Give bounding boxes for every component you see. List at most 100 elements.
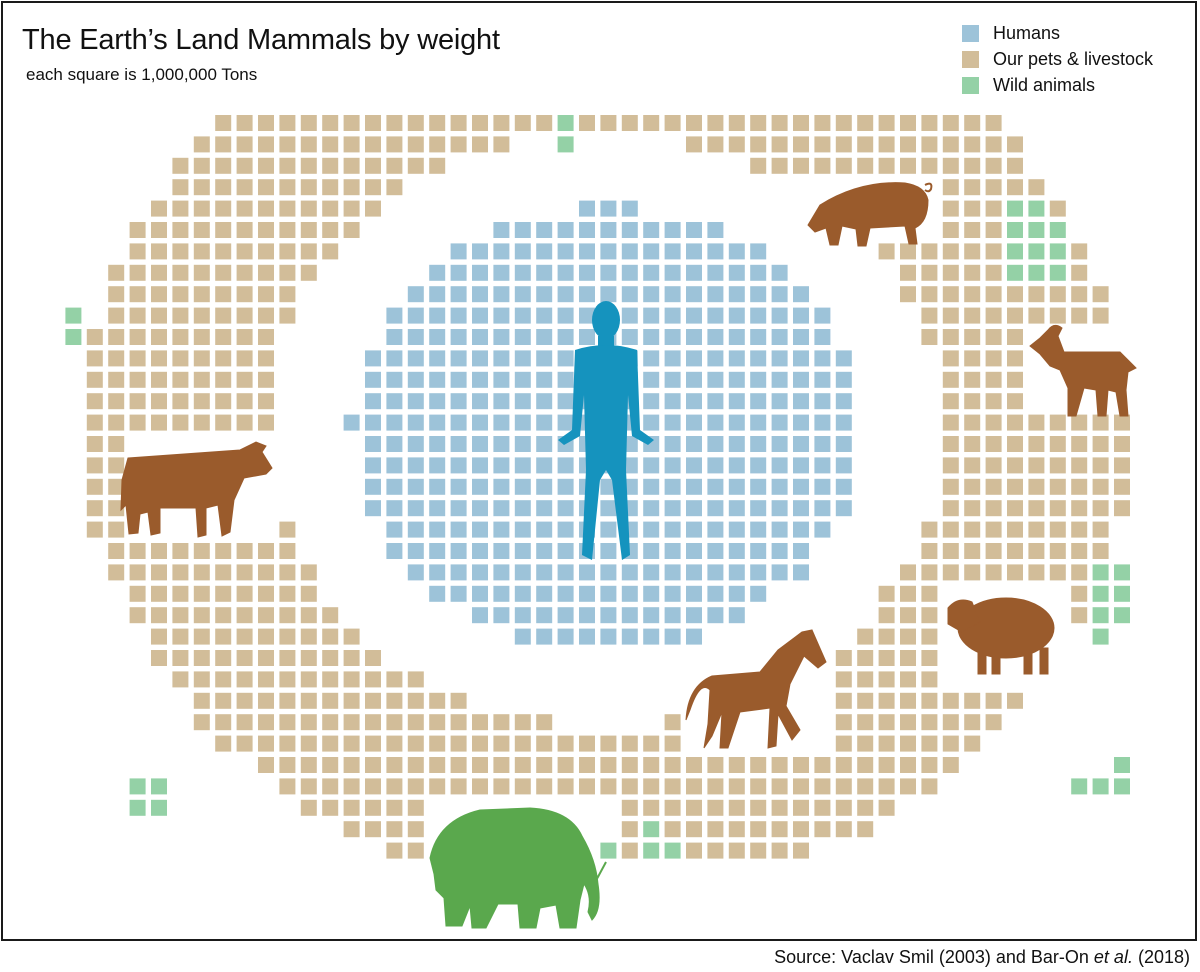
humans-square	[493, 414, 510, 431]
livestock-square	[215, 414, 232, 431]
humans-square	[386, 478, 403, 495]
livestock-square	[1092, 286, 1109, 303]
livestock-square	[343, 799, 360, 816]
livestock-square	[686, 757, 702, 773]
livestock-square	[1007, 157, 1023, 174]
livestock-square	[215, 286, 232, 303]
livestock-square	[921, 607, 938, 624]
livestock-square	[857, 157, 874, 174]
humans-square	[793, 521, 809, 538]
legend-item-humans: Humans	[962, 20, 1153, 46]
humans-square	[493, 585, 510, 602]
humans-square	[750, 414, 767, 431]
livestock-square	[536, 714, 553, 731]
livestock-square	[300, 243, 317, 260]
livestock-square	[300, 115, 317, 131]
livestock-square	[322, 692, 339, 709]
livestock-square	[600, 778, 617, 795]
livestock-square	[215, 543, 232, 559]
livestock-square	[921, 778, 938, 795]
humans-square	[514, 585, 531, 602]
humans-square	[621, 222, 638, 238]
livestock-square	[407, 735, 424, 752]
livestock-square	[985, 200, 1002, 217]
livestock-square	[108, 264, 125, 281]
livestock-square	[343, 628, 360, 645]
livestock-square	[151, 200, 167, 217]
humans-square	[407, 521, 424, 538]
humans-square	[793, 414, 809, 431]
livestock-square	[407, 778, 424, 795]
livestock-square	[1007, 500, 1023, 517]
livestock-square	[942, 714, 959, 731]
humans-square	[557, 264, 574, 281]
humans-square	[707, 543, 724, 559]
livestock-square	[258, 136, 274, 153]
humans-square	[664, 436, 681, 452]
wild-square	[1007, 264, 1023, 281]
humans-square	[600, 564, 617, 581]
humans-square	[728, 543, 745, 559]
livestock-square	[450, 136, 467, 153]
livestock-square	[814, 136, 831, 153]
livestock-square	[1028, 543, 1045, 559]
livestock-square	[964, 500, 981, 517]
wild-square	[1092, 628, 1109, 645]
humans-square	[686, 564, 702, 581]
livestock-square	[151, 628, 167, 645]
livestock-square	[322, 200, 339, 217]
livestock-square	[108, 350, 125, 367]
livestock-square	[193, 200, 210, 217]
livestock-square	[686, 778, 702, 795]
livestock-square	[215, 307, 232, 324]
livestock-square	[835, 692, 852, 709]
humans-square	[472, 350, 488, 367]
livestock-square	[215, 585, 232, 602]
livestock-square	[964, 136, 981, 153]
livestock-square	[151, 307, 167, 324]
livestock-square	[322, 650, 339, 666]
livestock-square	[857, 136, 874, 153]
livestock-square	[365, 714, 381, 731]
humans-square	[536, 393, 553, 410]
livestock-square	[172, 243, 189, 260]
livestock-square	[236, 564, 253, 581]
livestock-square	[343, 222, 360, 238]
waffle-cells	[65, 115, 1130, 859]
livestock-square	[258, 585, 274, 602]
livestock-square	[365, 200, 381, 217]
livestock-square	[921, 714, 938, 731]
humans-square	[514, 543, 531, 559]
livestock-square	[236, 286, 253, 303]
livestock-square	[1092, 436, 1109, 452]
humans-square	[728, 286, 745, 303]
livestock-square	[236, 307, 253, 324]
humans-square	[686, 371, 702, 388]
humans-square	[407, 543, 424, 559]
humans-square	[750, 393, 767, 410]
livestock-square	[279, 543, 296, 559]
livestock-square	[172, 264, 189, 281]
humans-square	[750, 350, 767, 367]
humans-square	[536, 500, 553, 517]
humans-square	[814, 307, 831, 324]
livestock-square	[193, 650, 210, 666]
humans-square	[557, 350, 574, 367]
livestock-square	[985, 521, 1002, 538]
livestock-square	[450, 757, 467, 773]
livestock-square	[108, 414, 125, 431]
livestock-square	[750, 821, 767, 838]
humans-square	[472, 564, 488, 581]
humans-square	[707, 521, 724, 538]
livestock-square	[857, 799, 874, 816]
livestock-square	[343, 692, 360, 709]
livestock-square	[793, 799, 809, 816]
livestock-square	[1114, 500, 1130, 517]
livestock-square	[429, 692, 446, 709]
livestock-square	[857, 650, 874, 666]
livestock-square	[86, 436, 103, 452]
humans-square	[664, 628, 681, 645]
livestock-square	[985, 157, 1002, 174]
humans-square	[407, 371, 424, 388]
livestock-square	[1007, 371, 1023, 388]
